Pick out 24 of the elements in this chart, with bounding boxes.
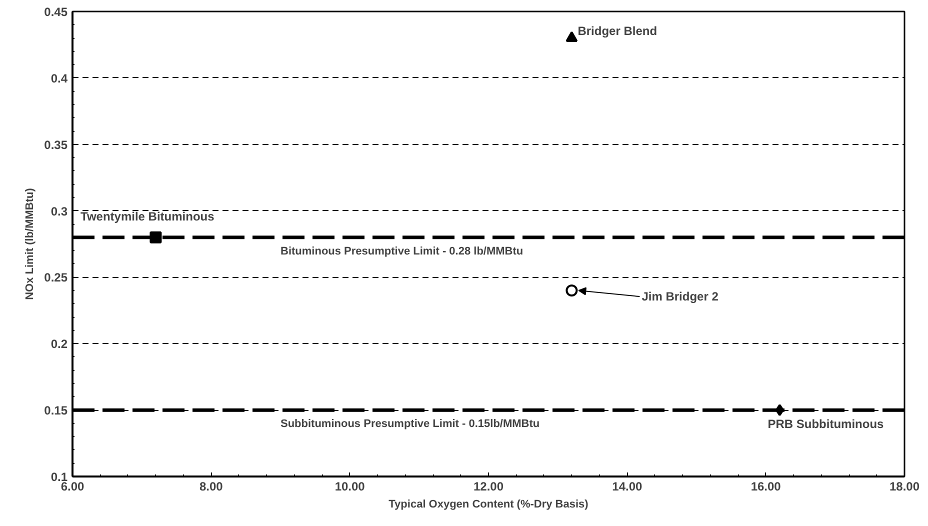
x-tick-label: 16.00: [750, 480, 782, 494]
x-tick-label: 12.00: [473, 480, 504, 494]
x-tick-label: 6.00: [60, 480, 85, 494]
series-label: PRB Subbituminous: [768, 417, 884, 432]
ref-line-label: Subbituminous Presumptive Limit - 0.15lb/MMBtu: [280, 418, 540, 430]
y-tick-label: 0.35: [44, 138, 68, 152]
ref-line-label: Bituminous Presumptive Limit - 0.28 lb/MMBtu: [280, 245, 524, 258]
y-tick-label: 0.15: [44, 404, 68, 418]
point: [566, 31, 578, 42]
x-tick-label: 18.00: [889, 480, 920, 494]
text: Jim Bridger 2: [642, 290, 719, 304]
y-tick-label: 0.4: [50, 71, 68, 86]
y-tick-label: 0.2: [50, 337, 68, 352]
y-axis-title: NOx Limit (lb/MMBtu): [24, 188, 36, 300]
x-tick-label: 14.00: [612, 480, 643, 494]
x-tick-label: 10.00: [334, 480, 366, 494]
x-axis-title: Typical Oxygen Content (%-Dry Basis): [388, 498, 589, 510]
series-label: Twentymile Bituminous: [80, 209, 215, 224]
y-tick-label: 0.3: [50, 204, 68, 218]
y-tick-label: 0.25: [44, 270, 68, 285]
x-tick-label: 8.00: [199, 480, 224, 494]
series-label: Bridger Blend: [578, 24, 658, 38]
y-tick-label: 0.45: [44, 5, 68, 19]
point: [566, 284, 578, 296]
